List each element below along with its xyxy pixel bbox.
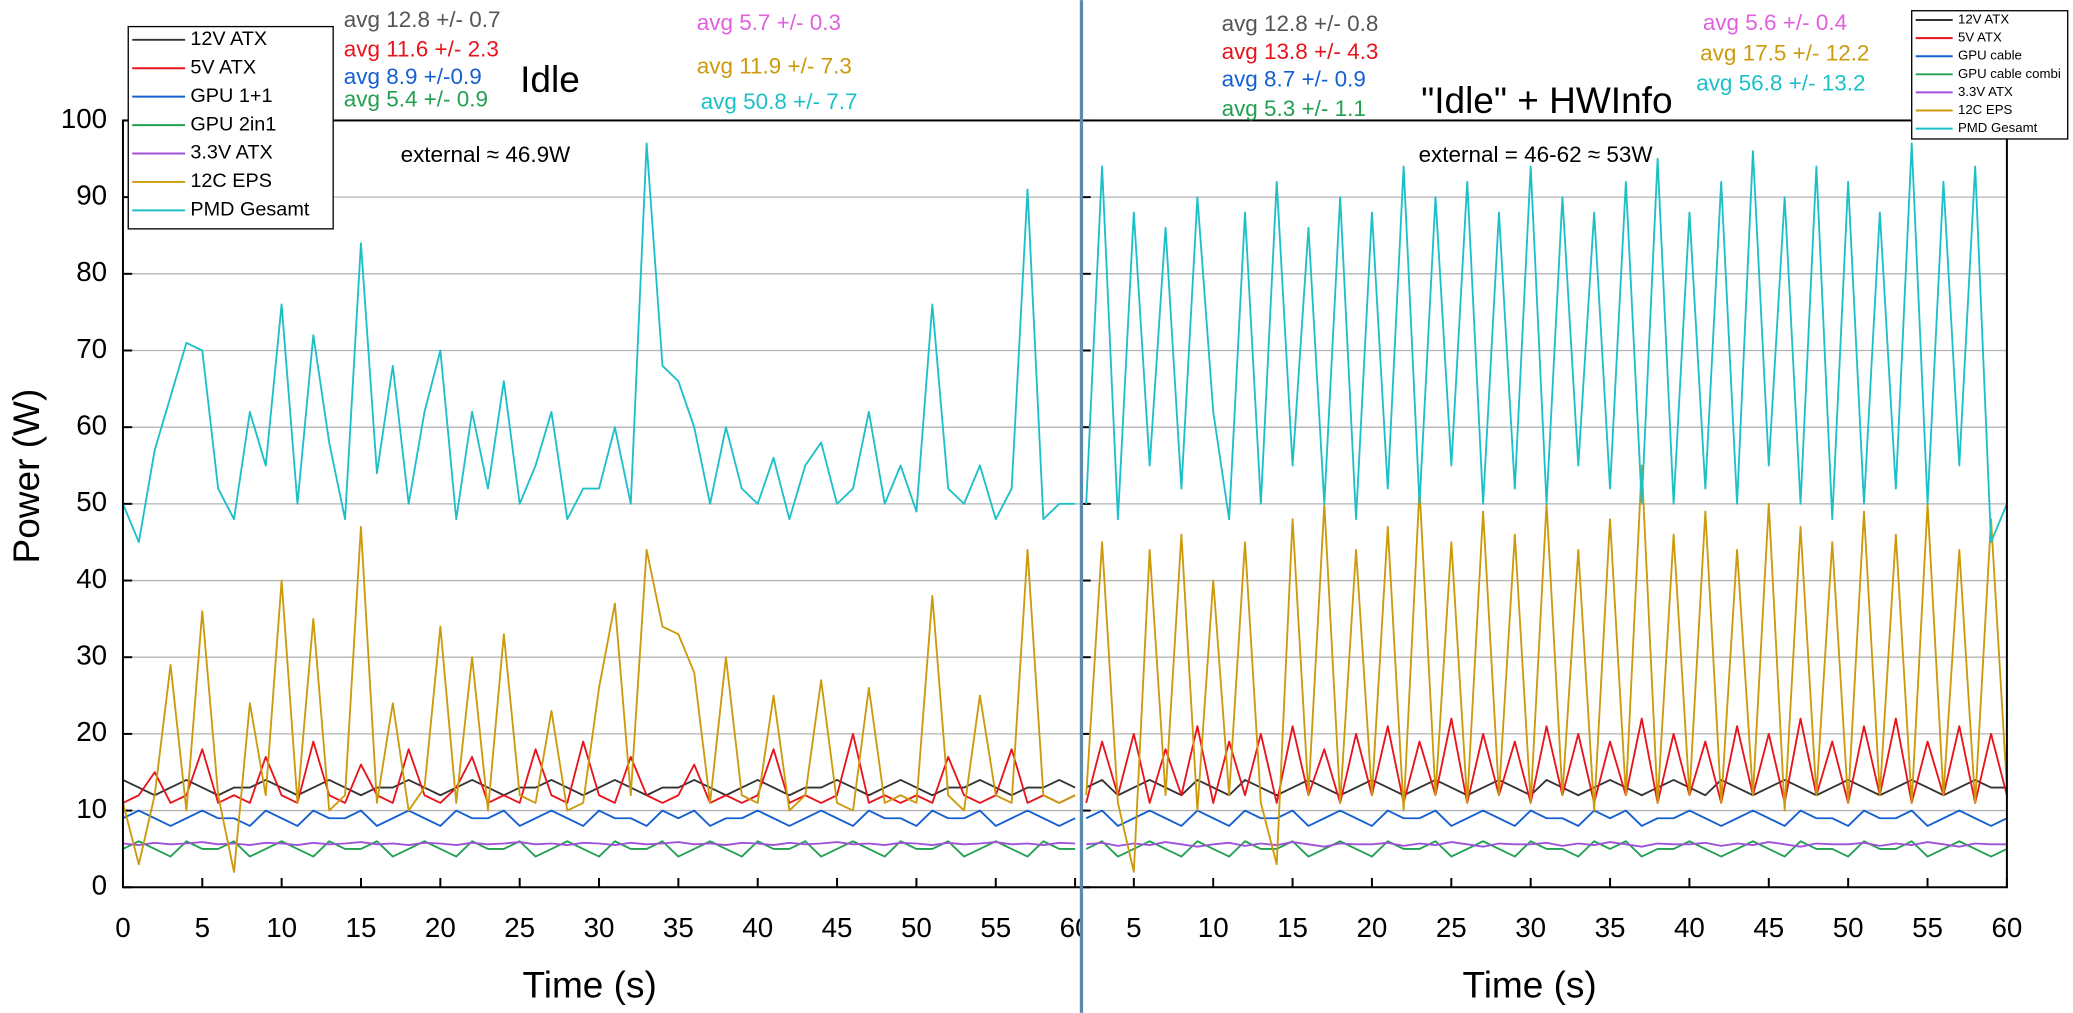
stat-label: avg 17.5 +/- 12.2 — [1700, 40, 1869, 65]
series-line — [1085, 840, 2008, 858]
series-line — [1086, 841, 2007, 848]
x-tick-label: 35 — [663, 912, 694, 943]
y-tick-label: 20 — [76, 716, 107, 747]
legend-label: 12V ATX — [1958, 11, 2009, 26]
x-tick-label: 35 — [1595, 912, 1626, 943]
y-tick-label: 40 — [76, 563, 107, 594]
y-tick-label: 100 — [61, 103, 107, 134]
x-tick-label: 45 — [822, 912, 853, 943]
stat-label: avg 56.8 +/- 13.2 — [1696, 71, 1865, 96]
x-tick-label: 5 — [195, 912, 210, 943]
stat-label: avg 12.8 +/- 0.7 — [344, 7, 501, 32]
y-tick-label: 90 — [76, 179, 107, 210]
x-tick-label: 20 — [425, 912, 456, 943]
x-tick-label: 25 — [504, 912, 535, 943]
x-tick-label: 10 — [266, 912, 297, 943]
legend-label: GPU 2in1 — [190, 113, 276, 135]
annotation: external ≈ 46.9W — [401, 142, 571, 167]
plot-lines — [1085, 142, 2008, 873]
x-tick-label: 25 — [1436, 912, 1467, 943]
stat-label: avg 12.8 +/- 0.8 — [1222, 11, 1379, 36]
x-tick-label: 15 — [346, 912, 377, 943]
x-tick-label: 15 — [1277, 912, 1308, 943]
legend-label: 12C EPS — [190, 170, 272, 192]
legend-label: GPU cable combi — [1958, 66, 2061, 81]
stat-label: avg 5.7 +/- 0.3 — [697, 10, 841, 35]
y-tick-label: 70 — [76, 333, 107, 364]
y-tick-label: 60 — [76, 410, 107, 441]
legend-box — [127, 25, 334, 230]
y-tick-label: 80 — [76, 256, 107, 287]
legend-label: 5V ATX — [1958, 30, 2002, 45]
x-tick-label: 45 — [1753, 912, 1784, 943]
x-tick-label: 40 — [742, 912, 773, 943]
series-line — [122, 809, 1076, 827]
legend-label: PMD Gesamt — [1958, 120, 2038, 135]
x-axis-label: Time (s) — [1462, 964, 1596, 1006]
stat-label: avg 5.3 +/- 1.1 — [1222, 96, 1366, 121]
x-tick-label: 55 — [1912, 912, 1943, 943]
x-tick-label: 60 — [1991, 912, 2022, 943]
stat-label: avg 5.6 +/- 0.4 — [1703, 10, 1847, 35]
series-line — [1085, 809, 2008, 827]
x-tick-label: 50 — [901, 912, 932, 943]
plot-lines — [122, 142, 1076, 873]
series-line — [1085, 717, 2008, 804]
legend-label: PMD Gesamt — [190, 199, 309, 221]
legend-label: 5V ATX — [190, 56, 256, 78]
x-tick-label: 55 — [980, 912, 1011, 943]
x-tick-label: 10 — [1198, 912, 1229, 943]
stat-label: avg 50.8 +/- 7.7 — [701, 89, 858, 114]
y-axis-label: Power (W) — [5, 389, 47, 564]
legend-label: 3.3V ATX — [190, 142, 272, 164]
legend-label: 12V ATX — [190, 28, 267, 50]
y-tick-label: 10 — [76, 793, 107, 824]
legend-label: GPU cable — [1958, 48, 2022, 63]
x-tick-label: 30 — [1515, 912, 1546, 943]
legend-label: GPU 1+1 — [190, 85, 272, 107]
series-line — [1085, 778, 2007, 797]
series-line — [122, 525, 1076, 873]
y-tick-label: 0 — [92, 870, 107, 901]
series-line — [122, 841, 1076, 847]
series-line — [122, 142, 1076, 544]
x-tick-label: 40 — [1674, 912, 1705, 943]
x-tick-label: 30 — [584, 912, 615, 943]
legend-label: 12C EPS — [1958, 102, 2013, 117]
x-tick-label: 50 — [1833, 912, 1864, 943]
chart-title: Idle — [520, 58, 580, 100]
x-axis-label: Time (s) — [523, 964, 657, 1006]
series-line — [1085, 142, 2008, 544]
y-tick-label: 30 — [76, 640, 107, 671]
stat-label: avg 8.7 +/- 0.9 — [1222, 67, 1366, 92]
annotation: external = 46-62 ≈ 53W — [1419, 142, 1654, 167]
series-line — [122, 778, 1076, 797]
legend-label: 3.3V ATX — [1958, 84, 2013, 99]
x-tick-label: 20 — [1357, 912, 1388, 943]
series-line — [122, 840, 1076, 858]
stat-label: avg 11.9 +/- 7.3 — [697, 54, 852, 79]
stat-label: avg 8.9 +/-0.9 — [344, 64, 482, 89]
chart-title: "Idle" + HWInfo — [1421, 79, 1672, 121]
y-tick-label: 50 — [76, 486, 107, 517]
stat-label: avg 13.8 +/- 4.3 — [1222, 39, 1379, 64]
x-tick-label: 0 — [115, 912, 130, 943]
stat-label: avg 11.6 +/- 2.3 — [344, 36, 499, 61]
x-tick-label: 5 — [1126, 912, 1141, 943]
stat-label: avg 5.4 +/- 0.9 — [344, 87, 488, 112]
